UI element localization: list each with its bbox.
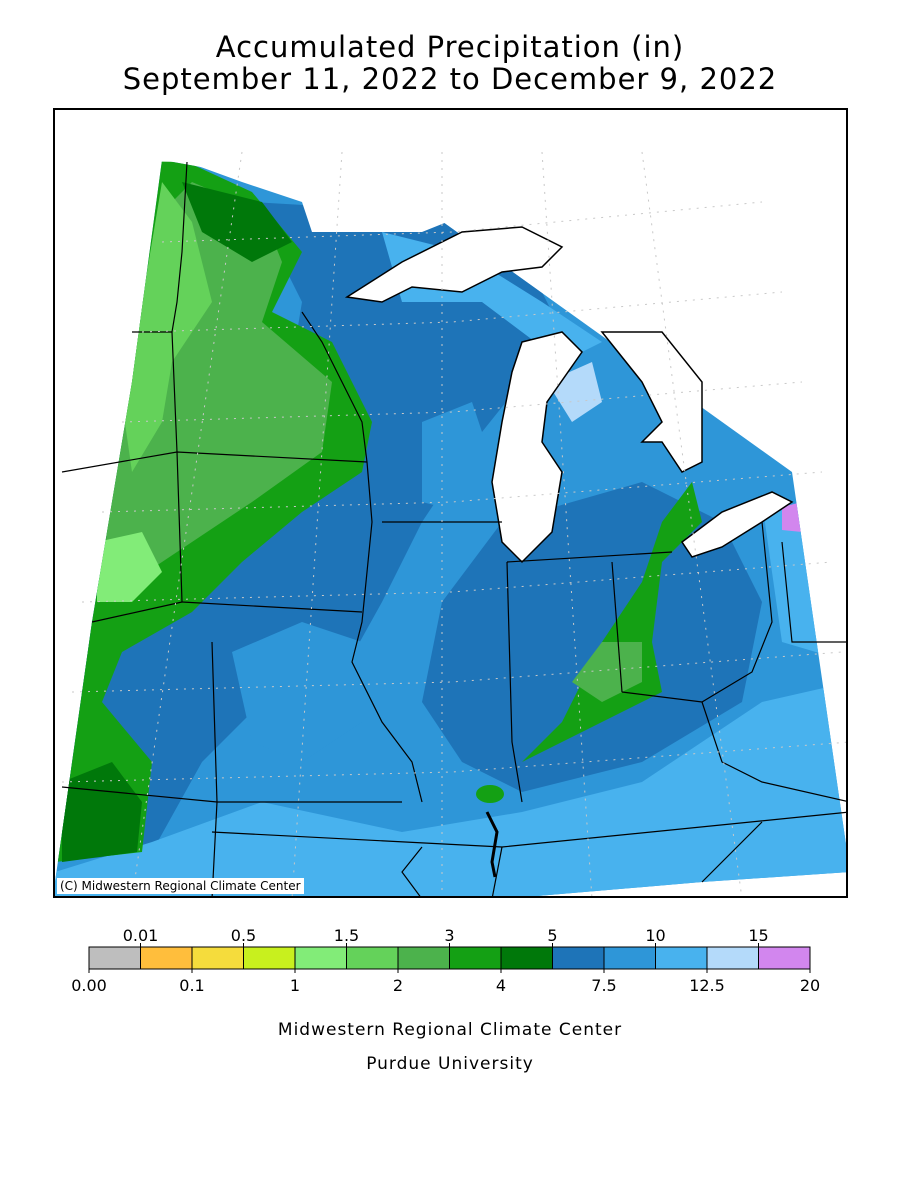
precip-field-2-to-3-east: [572, 642, 642, 702]
legend-top-label: 0.01: [123, 926, 159, 945]
legend-top-label: 10: [645, 926, 665, 945]
credit-organization: Midwestern Regional Climate Center: [277, 1020, 623, 1040]
legend-color-box: [140, 946, 193, 970]
legend-bottom-label: 12.5: [689, 976, 725, 995]
state-borders: [61, 161, 846, 896]
precip-field-1-to-1-5-west: [97, 532, 162, 602]
mississippi-river: [485, 811, 499, 878]
legend-color-box: [397, 946, 450, 970]
precip-field-10-to-12-5-south: [55, 682, 846, 896]
lake-erie: [680, 491, 794, 558]
legend-bottom-label: 4: [496, 976, 506, 995]
credit-university: Purdue University: [366, 1054, 534, 1074]
legend-top-label: 15: [748, 926, 768, 945]
legend-color-box: [88, 946, 141, 970]
lat-lon-grid: [61, 151, 846, 896]
legend-color-box: [294, 946, 347, 970]
legend-bottom-label: 0.00: [71, 976, 107, 995]
legend-color-box: [449, 946, 502, 970]
legend-top-label: 5: [547, 926, 557, 945]
copyright-notice: (C) Midwestern Regional Climate Center: [57, 878, 304, 894]
precip-field-5-to-7-5-east: [422, 482, 762, 792]
legend-top-label: 0.5: [231, 926, 256, 945]
precip-field-5-to-7-5: [55, 202, 562, 862]
legend-top-label: 3: [444, 926, 454, 945]
precip-field-3-to-4-east: [522, 482, 702, 762]
lake-michigan: [491, 331, 583, 564]
legend-bottom-label: 7.5: [591, 976, 616, 995]
precip-field-7-5-to-10-iowa: [232, 622, 362, 762]
legend-color-box: [758, 946, 811, 970]
precip-field-7-5-to-10-wisconsin: [422, 402, 492, 512]
map-title: Accumulated Precipitation (in): [215, 30, 685, 64]
legend-color-box: [655, 946, 708, 970]
legend-color-box: [243, 946, 296, 970]
precip-field-3-to-4-spot: [476, 785, 504, 803]
legend-color-box: [706, 946, 759, 970]
legend-color-box: [552, 946, 605, 970]
legend-bottom-label: 1: [290, 976, 300, 995]
map-subtitle-date-range: September 11, 2022 to December 9, 2022: [122, 62, 778, 96]
legend-top-label: 1.5: [334, 926, 359, 945]
precip-field-4-to-5-southwest: [62, 762, 142, 862]
precip-field-15-to-20: [782, 502, 802, 532]
precip-field-4-to-5-north: [182, 182, 292, 262]
legend-color-box: [191, 946, 244, 970]
lake-huron: [600, 331, 703, 473]
color-legend: 0.01 0.5 1.5 3 5 10 15 0.00 0.1 1 2 4 7.5 12.5 20: [71, 926, 820, 995]
legend-bottom-label: 2: [393, 976, 403, 995]
legend-bottom-label: 20: [800, 976, 820, 995]
precip-field-1-5-to-2-west: [122, 182, 212, 472]
legend-color-box: [603, 946, 656, 970]
precipitation-map: [53, 108, 848, 898]
legend-color-box: [500, 946, 553, 970]
legend-color-box: [346, 946, 399, 970]
legend-bottom-label: 0.1: [179, 976, 204, 995]
